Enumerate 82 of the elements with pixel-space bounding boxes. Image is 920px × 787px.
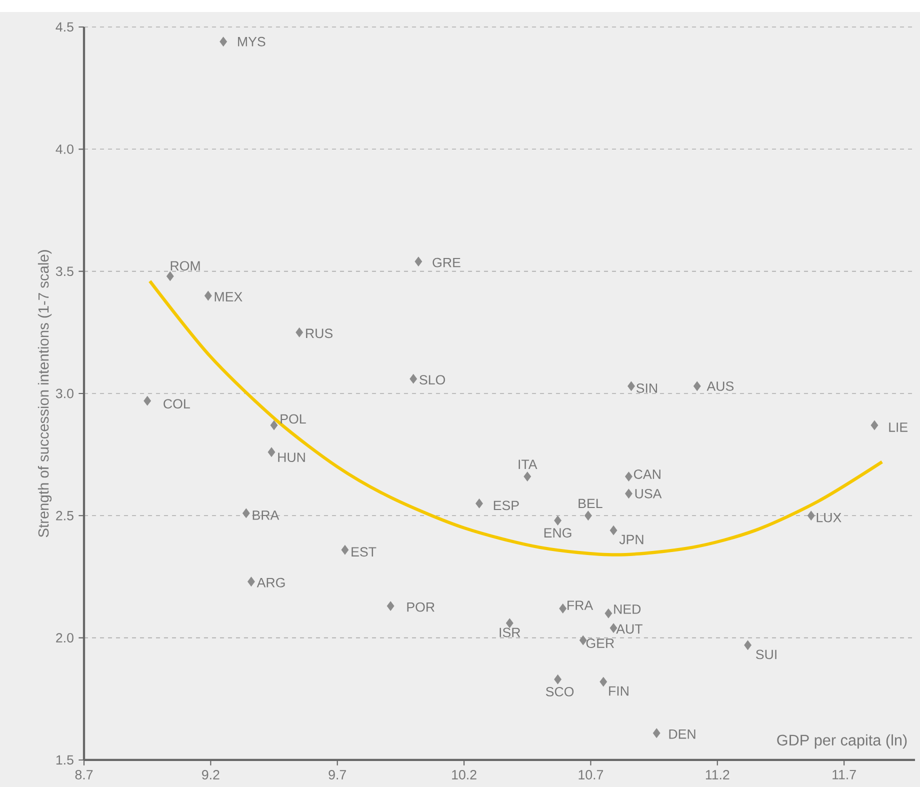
point [296,328,304,338]
point [625,488,632,498]
point [270,420,278,430]
point [604,608,612,618]
annotation: AUS [706,381,734,391]
x-axis-title: GDP per capita (ln) [777,734,907,749]
point [744,640,752,650]
y-tick-label: 3.5 [56,266,74,276]
annotation: JPN [619,534,644,544]
point [476,498,483,508]
annotation: MEX [214,292,242,302]
annotation: SLO [420,375,446,385]
x-tick-label: 9.7 [328,770,346,780]
point [204,290,212,301]
annotation: SIN [636,383,657,393]
annotation: MYS [238,36,266,46]
x-tick-label: 8.7 [75,770,93,780]
point [628,381,635,391]
annotation: CAN [634,470,660,479]
point [600,676,608,687]
point [807,510,815,520]
annotation: LUX [816,512,842,522]
point [693,381,701,391]
point [554,674,562,684]
point [220,36,228,46]
y-tick-label: 4.5 [56,22,74,32]
point [386,601,394,611]
point [341,545,349,555]
annotation: SCO [546,686,574,696]
point [166,271,174,282]
annotation: BEL [578,498,602,508]
point [584,510,592,520]
annotation: USA [635,488,662,498]
line-series [148,279,884,556]
point [524,472,532,482]
x-tick-label: 11.7 [832,770,856,780]
point [414,256,422,266]
annotation: BRA [252,510,280,520]
annotation: DEN [669,730,696,739]
annotation: ITA [518,460,538,469]
annotation: COL [164,399,190,409]
point [410,374,418,384]
point [506,618,514,628]
y-tick-label: 2.5 [56,510,74,520]
point [579,635,587,646]
annotation: POL [280,414,306,424]
annotation: EST [352,547,376,557]
annotation: FRA [568,600,594,610]
annotation: ENG [544,528,572,538]
annotation: ROM [170,261,200,271]
point [559,604,567,614]
annotation: NED [614,604,641,614]
point [248,576,255,586]
y-tick-label: 2.0 [56,633,74,643]
annotation: GER [586,638,614,648]
y-tick-label: 4.0 [56,144,74,154]
y-tick-label: 1.5 [56,755,74,765]
point [870,420,878,430]
annotation: LIE [889,422,908,432]
point [625,472,632,482]
annotation: FIN [609,686,628,696]
point [652,728,660,738]
x-tick-label: 10.2 [452,770,476,780]
annotation: AUT [616,624,642,634]
annotation: ARG [256,578,285,588]
point [268,447,276,457]
y-axis-title: Strength of succession intentions (1-7 scale) [38,250,52,538]
annotation: SUI [756,650,776,660]
x-tick-label: 11.2 [706,770,730,780]
point [242,508,250,518]
x-tick-label: 9.2 [202,770,220,780]
x-tick-label: 10.7 [578,770,604,780]
point [554,516,562,526]
annotation: ESP [494,500,519,510]
point [144,396,152,406]
annotation: HUN [278,452,305,462]
annotation: POR [407,602,434,612]
point [610,526,618,536]
annotation: RUS [306,328,332,338]
annotation: GRE [432,258,460,268]
y-tick-label: 3.0 [56,388,74,398]
annotation: ISR [500,628,520,638]
